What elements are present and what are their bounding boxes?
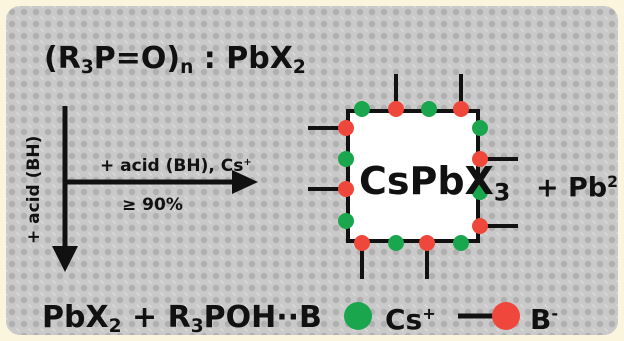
acid-vertical-label: + acid (BH) bbox=[24, 135, 44, 244]
pb-ion-label: + Pb2+ bbox=[536, 172, 618, 204]
side-product-formula: PbX2 + R3POH··B bbox=[42, 300, 322, 336]
legend-cs-label: Cs+ bbox=[385, 303, 436, 335]
figure-frame: (R3P=O)n : PbX2 + acid (BH), Cs+ ≥ 90% +… bbox=[6, 6, 618, 335]
arrow-right bbox=[65, 170, 258, 194]
diagram-canvas bbox=[6, 6, 618, 335]
legend-b-dot bbox=[492, 302, 520, 330]
ligand-lines bbox=[308, 74, 518, 279]
surface-dots bbox=[338, 101, 488, 251]
legend-b-label: B- bbox=[530, 303, 559, 335]
product-formula: CsPbX3 bbox=[359, 159, 511, 207]
arrow-down bbox=[52, 106, 78, 272]
nanocrystal-box bbox=[346, 109, 480, 243]
acid-cs-label: + acid (BH), Cs+ bbox=[100, 156, 252, 177]
legend-cs-dot bbox=[344, 302, 372, 330]
mesh-background bbox=[6, 6, 618, 335]
yield-label: ≥ 90% bbox=[122, 195, 183, 215]
reactant-formula: (R3P=O)n : PbX2 bbox=[44, 41, 306, 79]
